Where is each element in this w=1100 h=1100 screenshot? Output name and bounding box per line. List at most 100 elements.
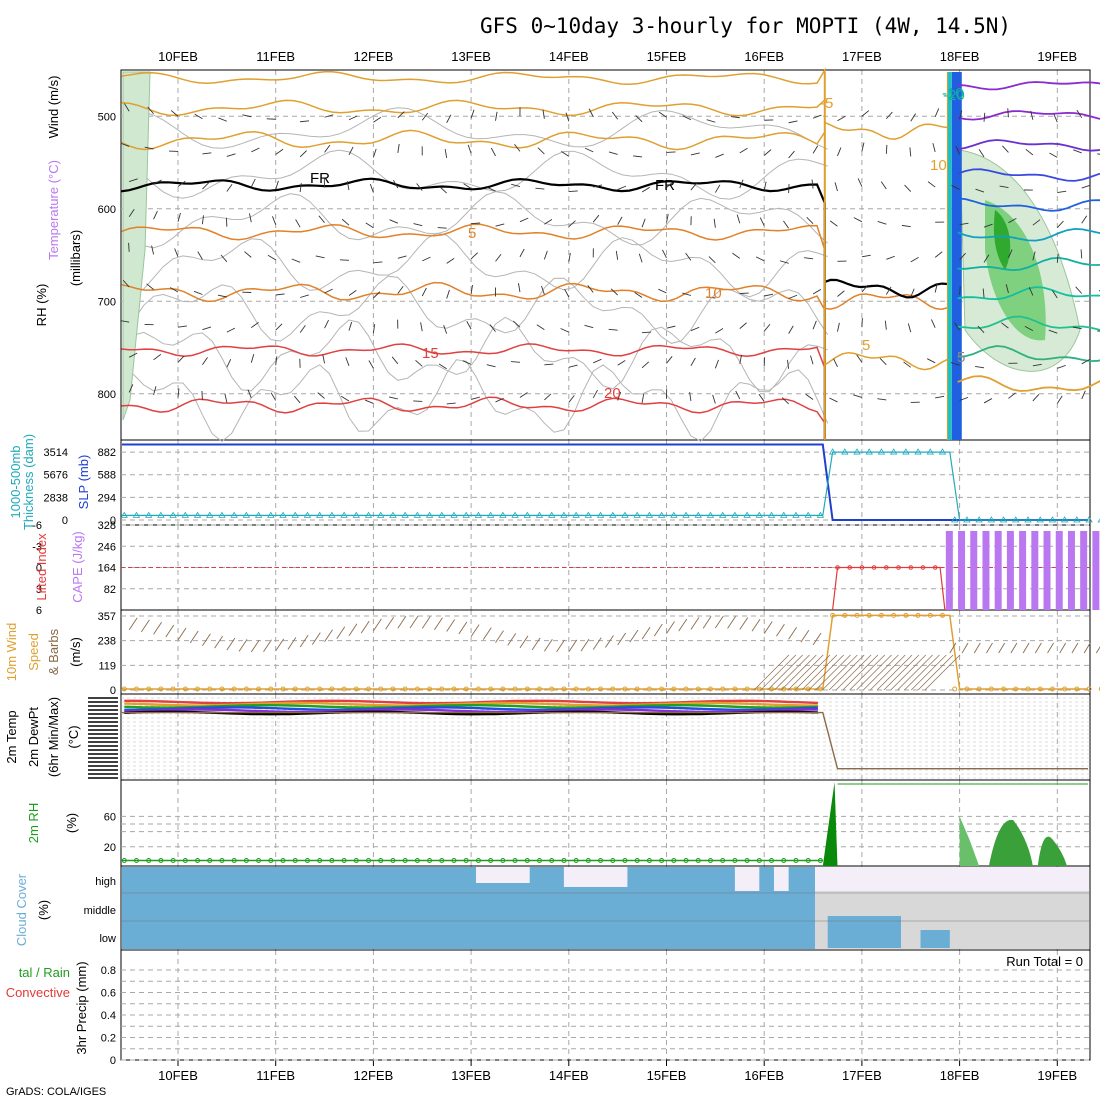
wind-barb	[788, 150, 795, 159]
cape-axis-label: CAPE (J/kg)	[70, 531, 85, 603]
wind10m-barb-right	[1083, 642, 1091, 654]
rh2m-marker	[475, 857, 481, 863]
wind-barb	[446, 402, 456, 405]
rh-contour	[124, 149, 828, 200]
wind10m-barb-dense	[890, 654, 926, 691]
wind-barb	[397, 286, 404, 294]
precip-tick-label: 0	[110, 1055, 116, 1067]
wind-speed-marker	[878, 612, 884, 618]
wind10m-barb	[177, 627, 187, 641]
wind10m-barb-dense	[822, 654, 858, 691]
wind10m-barb-dense	[808, 654, 844, 691]
wind-barb	[169, 287, 179, 293]
cloud-units-axis-label: (%)	[36, 900, 51, 920]
wind-barb	[959, 110, 963, 120]
wind-speed-marker	[781, 686, 787, 692]
rh2m-marker	[378, 857, 384, 863]
wind-barb	[739, 179, 744, 189]
wind10m-barb	[324, 629, 333, 642]
wind-barb	[368, 360, 374, 369]
thickness-marker	[499, 511, 507, 518]
bottom-date-label: 19FEB	[1037, 1068, 1077, 1083]
thickness-marker	[523, 511, 531, 518]
wind-tick-label: 119	[98, 660, 116, 672]
bottom-date-axis: 10FEB 11FEB 12FEB 13FEB 14FEB 15FEB 16FEB 17FEB…	[158, 1060, 1077, 1083]
wind10m-barb-dense	[849, 654, 885, 691]
wind-barb	[638, 253, 643, 263]
wind-barb	[615, 250, 619, 260]
rh-contour	[124, 107, 828, 150]
wind-barb	[739, 147, 748, 154]
thickness-marker	[682, 511, 690, 518]
wind-barb	[487, 187, 496, 192]
wind-speed-marker	[341, 686, 347, 692]
thickness-marker	[633, 511, 641, 518]
wind-barb	[391, 356, 399, 365]
wind-barb	[617, 360, 626, 366]
thickness-marker	[963, 516, 971, 523]
wind-barb	[372, 148, 377, 158]
wind10m-barb-dense	[917, 654, 954, 691]
wind10m-barb	[544, 639, 553, 652]
li-line	[832, 566, 946, 611]
wind-speed-marker	[549, 686, 555, 692]
wind10m-barb	[605, 635, 614, 648]
rh2m-tick-label: 20	[104, 842, 116, 854]
li-marker	[835, 565, 840, 570]
wind-barb	[293, 395, 301, 404]
wind-barb	[1049, 152, 1058, 158]
thickness-marker	[731, 511, 739, 518]
wind-speed-marker	[817, 686, 823, 692]
rh2m-marker	[243, 857, 249, 863]
wind10m-barb	[531, 637, 541, 651]
wind10m-barb	[409, 615, 419, 629]
wind10m-barb-right	[949, 642, 957, 654]
wind10m-barb	[153, 621, 162, 635]
wind10m-barb-right	[1047, 642, 1054, 654]
wind10m-barb-dense	[863, 654, 899, 691]
wind-barb	[690, 152, 700, 156]
wind-barb	[1056, 395, 1063, 404]
wind-barb	[421, 287, 427, 297]
wind-barb	[880, 181, 887, 190]
wind-barb	[561, 150, 570, 157]
wind-speed-marker	[1062, 686, 1068, 692]
wind-barb	[861, 142, 865, 152]
wind-barb	[444, 148, 448, 158]
wind-barb	[1081, 359, 1090, 365]
thickness-marker	[279, 511, 287, 518]
thickness-marker	[743, 511, 751, 518]
contour-label: 20	[604, 385, 621, 402]
wind-barb	[1081, 390, 1086, 400]
wind-barb	[415, 359, 423, 367]
wind10m-barb-dense	[787, 654, 824, 691]
wind-barb	[805, 393, 814, 400]
rh2m-marker	[231, 857, 237, 863]
wind-speed-marker	[219, 686, 225, 692]
wind-barb	[397, 143, 400, 153]
wind-barb	[1053, 113, 1058, 123]
wind-barb	[341, 395, 350, 402]
rh-contour	[123, 316, 828, 393]
wind-barb	[781, 397, 789, 405]
wind-barb	[735, 390, 741, 400]
wind10m-barb	[800, 629, 810, 643]
dewpt2m-axis-label: 2m DewPt	[26, 707, 41, 767]
wind10m-barb-dense	[794, 654, 831, 691]
wind-barb	[959, 222, 969, 226]
precip-tick-label: 0.2	[101, 1033, 116, 1045]
wind-speed-line	[122, 614, 1088, 690]
wind-speed-marker	[500, 686, 506, 692]
bottom-date-label: 13FEB	[451, 1068, 491, 1083]
wind-speed-marker	[1025, 686, 1031, 692]
slp-tick-label: 882	[98, 447, 116, 459]
wind-barb	[202, 357, 208, 366]
wind10m-barb	[678, 618, 688, 632]
rh2m-spike	[822, 782, 838, 866]
rh-contour	[123, 191, 829, 249]
wind-speed-marker	[695, 686, 701, 692]
wind-barb	[542, 109, 545, 119]
wind-barb	[202, 326, 212, 331]
wind-barb	[250, 178, 256, 188]
wind-barb	[837, 290, 845, 297]
